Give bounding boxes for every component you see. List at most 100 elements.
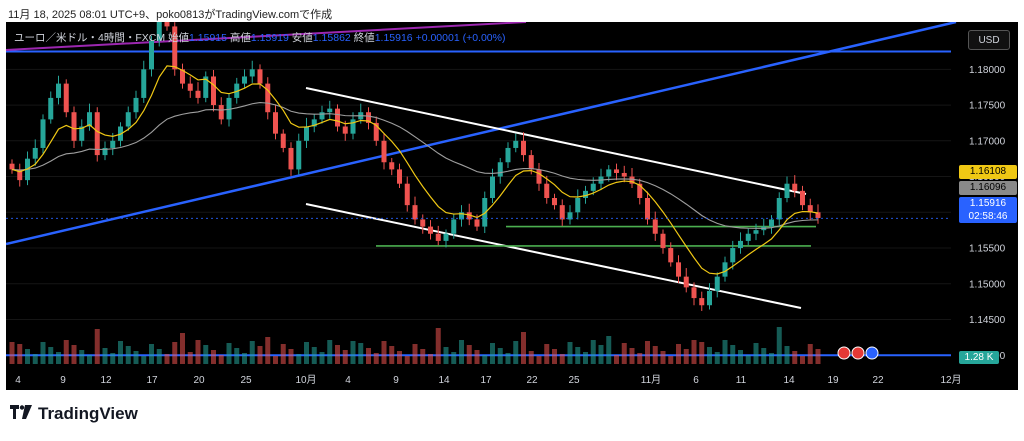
candle-body [707, 290, 712, 306]
candle-body [428, 226, 433, 234]
x-tick-label: 11月 [641, 374, 661, 386]
volume-bar [79, 350, 85, 364]
volume-bar [180, 333, 185, 364]
volume-bar [645, 341, 650, 364]
candle-body [226, 97, 232, 120]
x-tick-label: 12 [100, 375, 112, 386]
volume-bar [707, 347, 712, 364]
currency-button[interactable]: USD [968, 30, 1010, 50]
candle-body [319, 112, 325, 120]
volume-bar [187, 352, 193, 364]
volume-bar [443, 347, 449, 364]
volume-bar [668, 356, 674, 364]
volume-bar [583, 352, 588, 364]
volume-bar [660, 351, 666, 364]
close-value: 1.15916 [374, 32, 413, 44]
volume-bar [71, 345, 77, 364]
candle-body [79, 126, 85, 141]
candle-body [567, 212, 573, 220]
candle-body [102, 147, 108, 156]
candle-body [211, 76, 216, 106]
volume-bar [25, 349, 30, 364]
volume-bar [32, 354, 38, 364]
candle-body [304, 126, 309, 141]
volume-bar [265, 337, 271, 364]
chart-area[interactable]: 1.180001.175001.170001.165001.160001.155… [6, 22, 1018, 390]
candle-body [528, 155, 534, 170]
volume-bar [699, 342, 705, 364]
candle-body [544, 183, 550, 198]
volume-bar [544, 344, 550, 364]
x-tick-label: 25 [568, 375, 580, 386]
candle-body [125, 112, 131, 127]
y-tick-label: 1.17000 [969, 136, 1006, 147]
candle-body [466, 212, 472, 220]
volume-bar [451, 352, 457, 364]
candle-body [552, 198, 557, 206]
candle-body [497, 162, 503, 177]
candle-body [606, 169, 612, 177]
candle-body [389, 162, 395, 170]
volume-bar [249, 341, 255, 364]
candle-body [583, 190, 588, 198]
x-tick-label: 25 [240, 375, 252, 386]
volume-bar [815, 349, 821, 364]
candle-body [745, 233, 751, 241]
channel-lower-line [305, 203, 802, 309]
x-tick-label: 17 [146, 375, 158, 386]
symbol-name: ユーロ／米ドル・4時間・FXCM [14, 32, 166, 44]
volume-bar [521, 332, 526, 364]
candle-body [474, 219, 480, 227]
x-tick-label: 4 [15, 375, 21, 386]
candle-body [257, 69, 263, 84]
volume-bar [133, 351, 139, 364]
candle-body [133, 97, 139, 113]
volume-bar [567, 342, 573, 364]
x-tick-label: 17 [480, 375, 492, 386]
candle-body [792, 183, 798, 191]
candle-body [536, 169, 542, 184]
channel-upper-line [305, 87, 807, 195]
close-label: 終値 [353, 32, 375, 44]
candle-body [40, 119, 46, 148]
candle-body [381, 140, 387, 163]
candle-body [9, 163, 15, 170]
price-chart[interactable]: 1.180001.175001.170001.165001.160001.155… [6, 22, 1018, 390]
volume-bar [722, 340, 728, 364]
candle-body [71, 112, 77, 141]
volume-bar [474, 350, 480, 364]
volume-bar [319, 352, 325, 364]
volume-bar [350, 341, 356, 364]
x-tick-label: 4 [345, 375, 351, 386]
candle-body [156, 22, 162, 41]
high-label: 高値 [229, 32, 251, 44]
candle-body [490, 176, 495, 198]
volume-bar [195, 340, 201, 364]
volume-bar [459, 340, 464, 364]
volume-bar [513, 341, 519, 364]
volume-bar [590, 340, 596, 364]
candle-body [180, 69, 185, 84]
high-value: 1.15919 [250, 32, 289, 44]
current-price: 1.15916 [969, 198, 1007, 209]
volume-bar [211, 350, 216, 364]
candle-body [420, 219, 426, 227]
volume-bar [358, 343, 364, 364]
volume-bar [753, 343, 759, 364]
volume-bar [428, 354, 433, 364]
x-tick-label: 10月 [295, 374, 316, 386]
volume-bar [218, 355, 224, 364]
candle-body [559, 205, 565, 220]
y-tick-label: 1.14500 [969, 315, 1006, 326]
volume-bar [234, 348, 240, 364]
x-tick-label: 22 [872, 375, 884, 386]
volume-bar [327, 340, 333, 364]
candle-body [575, 198, 581, 213]
volume-bar [490, 343, 495, 364]
y-tick-label: 1.15000 [969, 279, 1006, 290]
candle-body [652, 219, 658, 234]
candle-body [296, 140, 302, 170]
volume-bar [366, 348, 371, 364]
candle-body [373, 122, 379, 141]
candle-body [265, 83, 271, 113]
